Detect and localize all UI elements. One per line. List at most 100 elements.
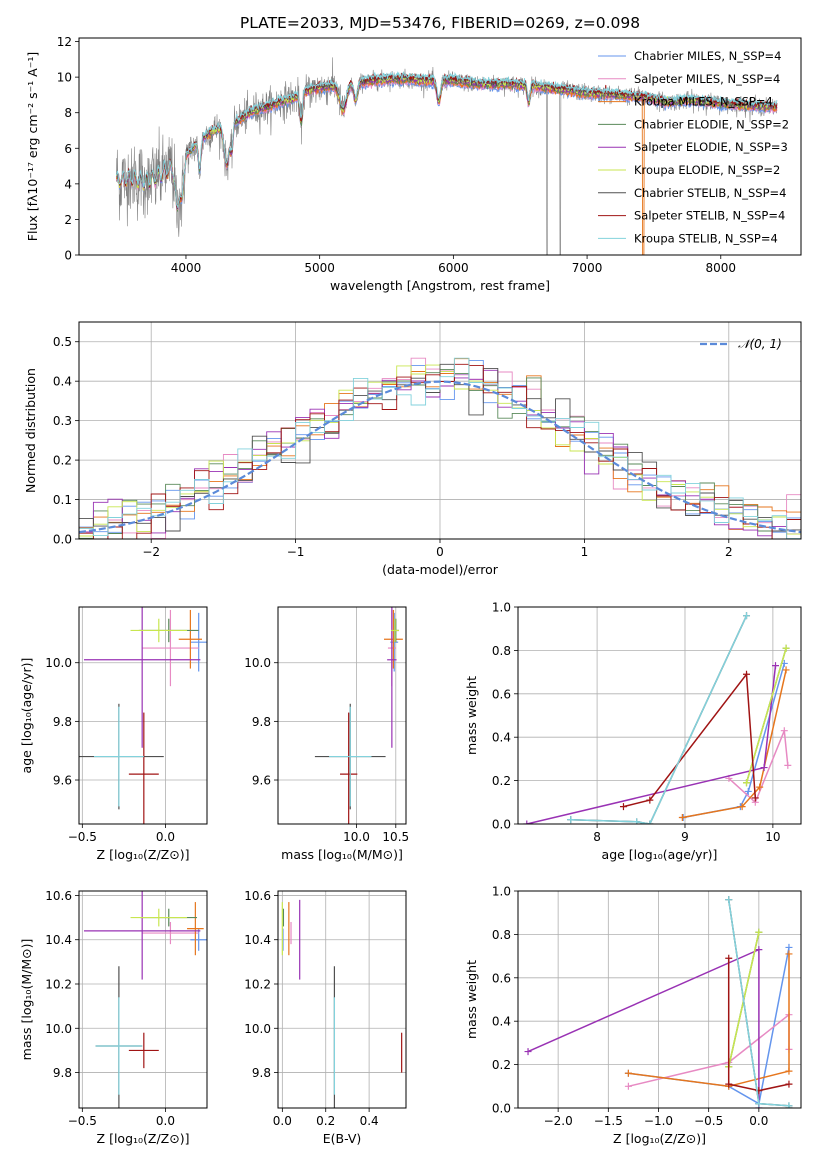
- spectrum-legend-label-0: Chabrier MILES, N_SSP=4: [634, 49, 781, 63]
- mass-vs-z-xtick-label-0: −0.5: [68, 1114, 97, 1128]
- weight-vs-age-marker-4-1: [760, 764, 768, 772]
- weight-vs-age-ytick-label-1: 0.2: [492, 774, 511, 788]
- residuals-ytick-label-2: 0.2: [53, 454, 72, 468]
- mass-vs-ebv-ytick-label-0: 9.8: [252, 1066, 271, 1080]
- mass-vs-ebv-frame: [277, 890, 407, 1109]
- weight-vs-age-marker-7-0: [619, 803, 627, 811]
- mass-vs-z-xlabel: Z [log₁₀(Z/Z⊙)]: [97, 1131, 190, 1146]
- weight-vs-age-marker-2-0: [678, 813, 686, 821]
- age-vs-z-point-kroupa-miles: [178, 609, 203, 669]
- mass-vs-z-point-salpeter-stelib: [128, 1032, 159, 1069]
- weight-vs-z-marker-8-1: [755, 1100, 763, 1108]
- age-vs-mass-point-salpeter-stelib: [340, 712, 358, 824]
- weight-vs-age-marker-5-0: [743, 779, 751, 787]
- weight-vs-age-marker-1-3: [784, 761, 792, 769]
- mass-vs-ebv-ytick-label-4: 10.6: [244, 889, 271, 903]
- spectrum-frame: [78, 37, 802, 256]
- age-vs-mass-point-kroupa-miles: [384, 609, 403, 669]
- weight-vs-age-marker-4-2: [772, 662, 780, 670]
- spectrum-ytick-label-3: 6: [64, 142, 72, 156]
- weight-vs-age-ylabel: mass weight: [464, 676, 479, 755]
- weight-vs-z-marker-8-3: [785, 1104, 793, 1108]
- weight-vs-z-marker-8-0: [725, 896, 733, 904]
- age-vs-z-point-salpeter-stelib: [128, 712, 159, 824]
- weight-vs-age-series-chabrier-stelib: [567, 612, 751, 824]
- age-vs-z-frame: [78, 606, 208, 825]
- spectrum-ytick-label-0: 0: [64, 249, 72, 263]
- mass-vs-z-ytick-label-2: 10.2: [45, 978, 72, 992]
- spectrum-ytick-label-6: 12: [57, 35, 72, 49]
- age-vs-mass-point-kroupa-elodie: [391, 618, 399, 643]
- weight-vs-age-ytick-label-3: 0.6: [492, 687, 511, 701]
- weight-vs-z-plot-area: [518, 891, 801, 1108]
- weight-vs-age-xtick-label-1: 9: [681, 830, 689, 844]
- weight-vs-z-series-kroupa-stelib: [725, 896, 793, 1108]
- weight-vs-age-marker-2-2: [756, 783, 764, 791]
- mass-vs-z-ytick-label-3: 10.4: [45, 933, 72, 947]
- mass-vs-z-point-kroupa-elodie: [130, 908, 188, 927]
- weight-vs-z-xtick-label-1: −1.5: [594, 1114, 623, 1128]
- weight-vs-z-marker-1-0: [624, 1082, 632, 1090]
- age-vs-z-ytick-label-1: 9.8: [53, 715, 72, 729]
- weight-vs-age-series-salpeter-miles: [725, 727, 792, 806]
- weight-vs-z-ytick-label-1: 0.2: [492, 1058, 511, 1072]
- spectrum-chart: 4000 5000 6000 7000 8000 0 2 4 6 8 10 12 wavelength …: [25, 35, 802, 293]
- weight-vs-z-ytick-label-2: 0.4: [492, 1015, 511, 1029]
- weight-vs-z-marker-7-1: [725, 1080, 733, 1088]
- age-vs-mass-ytick-label-0: 9.6: [252, 774, 271, 788]
- age-vs-z-plot-area: [79, 607, 207, 824]
- age-vs-z-ylabel: age [log₁₀(age/yr)]: [19, 658, 34, 774]
- mass-vs-z-plot-area: [79, 891, 207, 1108]
- mass-vs-ebv-ytick-label-3: 10.4: [244, 933, 271, 947]
- weight-vs-z-xtick-label-0: −2.0: [544, 1114, 573, 1128]
- weight-vs-z-marker-2-3: [785, 950, 793, 958]
- mass-vs-z-frame: [78, 890, 208, 1109]
- residuals-legend-label: 𝒩(0, 1): [738, 337, 782, 351]
- weight-vs-z-xtick-label-4: 0.0: [749, 1114, 768, 1128]
- spectrum-xtick-label-2: 6000: [438, 261, 469, 275]
- weight-vs-z-ylabel: mass weight: [464, 960, 479, 1039]
- mass-vs-ebv-ytick-label-1: 10.0: [244, 1022, 271, 1036]
- mass-vs-z-point-kroupa-stelib: [95, 997, 143, 1095]
- spectrum-legend-label-3: Chabrier ELODIE, N_SSP=2: [634, 117, 789, 131]
- residuals-ylabel: Normed distribution: [23, 368, 38, 493]
- spectrum-legend: Chabrier MILES, N_SSP=4 Salpeter MILES, N…: [598, 49, 789, 245]
- spectrum-ytick-label-4: 8: [64, 106, 72, 120]
- age-vs-z-point-kroupa-stelib: [93, 706, 144, 807]
- mass-vs-z-point-salpeter-elodie: [83, 891, 201, 980]
- age-vs-mass-ytick-label-1: 9.8: [252, 715, 271, 729]
- age-vs-z-ytick-label-2: 10.0: [45, 656, 72, 670]
- weight-vs-age-series-salpeter-stelib: [619, 670, 759, 811]
- weight-vs-z-line-4: [527, 948, 760, 1108]
- age-vs-mass-frame: [277, 606, 407, 825]
- spectrum-legend-label-5: Kroupa ELODIE, N_SSP=2: [634, 163, 780, 177]
- weight-vs-age-chart: 8 9 10 0.0 0.2 0.4 0.6 0.8 1.0 age [log₁₀(age/yr)…: [464, 601, 802, 862]
- spectrum-ytick-label-1: 2: [64, 213, 72, 227]
- age-vs-z-xlabel: Z [log₁₀(Z/Z⊙)]: [97, 847, 190, 862]
- age-vs-mass-chart: 10.0 10.5 9.6 9.8 10.0 mass [log₁₀(M/M⊙)]: [244, 606, 409, 862]
- spectrum-xtick-label-0: 4000: [171, 261, 202, 275]
- age-vs-z-point-salpeter-elodie: [83, 607, 201, 748]
- weight-vs-z-marker-2-0: [624, 1069, 632, 1077]
- spectrum-xtick-label-3: 7000: [572, 261, 603, 275]
- mass-vs-ebv-xtick-label-2: 0.4: [360, 1114, 379, 1128]
- residuals-plot-area: [79, 322, 801, 539]
- spectrum-legend-label-8: Kroupa STELIB, N_SSP=4: [634, 231, 778, 245]
- mass-vs-ebv-xtick-label-1: 0.2: [316, 1114, 335, 1128]
- weight-vs-age-line-0: [683, 663, 786, 819]
- weight-vs-age-line-7: [623, 672, 757, 808]
- age-vs-z-point-kroupa-elodie: [130, 618, 188, 643]
- weight-vs-z-xtick-label-2: −1.0: [644, 1114, 673, 1128]
- weight-vs-age-marker-0-2: [744, 787, 752, 795]
- weight-vs-age-xtick-label-0: 8: [593, 830, 601, 844]
- mass-vs-z-point-salpeter-miles: [142, 922, 199, 945]
- mass-vs-ebv-xtick-label-0: 0.0: [273, 1114, 292, 1128]
- weight-vs-age-line-1: [728, 730, 789, 804]
- weight-vs-z-xlabel: Z [log₁₀(Z/Z⊙)]: [613, 1131, 706, 1146]
- residuals-ytick-label-4: 0.4: [53, 375, 72, 389]
- age-vs-z-point-salpeter-miles: [142, 609, 199, 687]
- weight-vs-age-xtick-label-2: 10: [765, 830, 780, 844]
- spectrum-xtick-label-1: 5000: [304, 261, 335, 275]
- age-vs-mass-xlabel: mass [log₁₀(M/M⊙)]: [281, 847, 403, 862]
